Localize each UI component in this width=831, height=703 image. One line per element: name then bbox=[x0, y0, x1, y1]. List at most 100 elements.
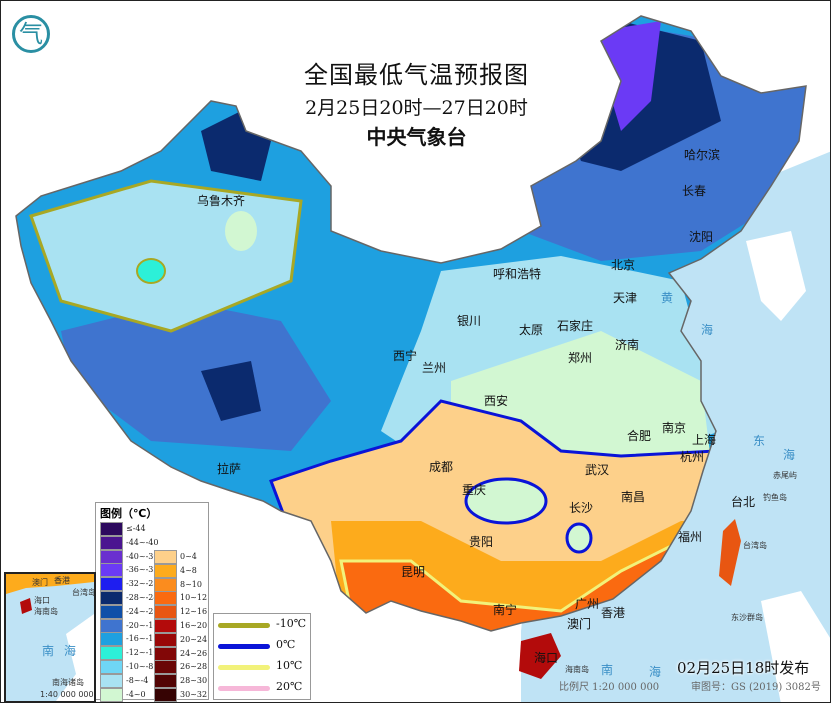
sea-label: 海 bbox=[783, 448, 796, 462]
isoline-legend: -10℃ 0℃ 10℃ 20℃ bbox=[213, 613, 311, 700]
legend-label: ≤-44 bbox=[126, 524, 146, 533]
legend-label: -28~-24 bbox=[126, 593, 159, 602]
legend-label: -16~-12 bbox=[126, 634, 159, 644]
city-label: 海口 bbox=[534, 651, 559, 665]
inset-label: 南海诸岛 bbox=[52, 678, 84, 687]
city-label: 郑州 bbox=[568, 351, 593, 365]
legend-label: -4~0 bbox=[126, 689, 146, 699]
legend-label: 10~12 bbox=[180, 593, 208, 603]
isoline-swatch bbox=[218, 644, 270, 649]
city-label: 南京 bbox=[662, 421, 687, 435]
legend-label: -8~-4 bbox=[126, 675, 149, 685]
isoline-label: 20℃ bbox=[276, 680, 303, 693]
city-label: 兰州 bbox=[422, 361, 447, 375]
isoline-label: 0℃ bbox=[276, 638, 296, 651]
map-review-number: 审图号：GS (2019) 3082号 bbox=[691, 682, 821, 693]
city-label: 澳门 bbox=[567, 617, 592, 631]
legend-swatch bbox=[154, 550, 177, 564]
inset-label: 澳门 bbox=[32, 578, 48, 587]
island-label: 钓鱼岛 bbox=[763, 493, 787, 502]
south-china-sea-inset: 澳门 香港 台湾岛 海口 海南岛南海南海诸岛 1:40 000 000 bbox=[4, 572, 96, 702]
philippines-landmass bbox=[761, 591, 830, 702]
legend-swatch bbox=[154, 619, 177, 633]
city-label: 太原 bbox=[519, 323, 544, 337]
city-label: 上海 bbox=[692, 433, 717, 447]
city-label: 呼和浩特 bbox=[493, 267, 542, 281]
legend-swatch bbox=[100, 563, 123, 578]
legend-label: -20~-16 bbox=[126, 620, 159, 630]
cma-logo-icon: 气 bbox=[12, 15, 50, 53]
isoline-label: -10℃ bbox=[276, 617, 307, 630]
legend-label: 30~32 bbox=[180, 690, 208, 699]
color-legend: 图例（℃） ≤-44 -44~-40 -40~-36 -36~-32 -32~-28 -2… bbox=[95, 502, 209, 702]
isoline-swatch bbox=[218, 623, 270, 628]
island-label: 东沙群岛 bbox=[731, 613, 763, 622]
legend-label: 12~16 bbox=[180, 607, 208, 617]
city-label: 武汉 bbox=[585, 463, 610, 477]
legend-label: -24~-20 bbox=[126, 606, 159, 616]
city-label: 重庆 bbox=[462, 483, 487, 497]
legend-swatch bbox=[100, 687, 123, 702]
legend-label: 24~26 bbox=[180, 648, 208, 658]
city-label: 昆明 bbox=[401, 565, 426, 579]
legend-swatch bbox=[100, 591, 123, 605]
city-label: 成都 bbox=[429, 460, 454, 474]
legend-label: -44~-40 bbox=[126, 537, 159, 547]
forecast-period: 2月25日20时—27日20时 bbox=[305, 97, 528, 119]
city-label: 台北 bbox=[731, 495, 756, 509]
isoline-swatch bbox=[218, 665, 270, 670]
city-label: 天津 bbox=[613, 291, 638, 305]
publish-time: 02月25日18时发布 bbox=[677, 659, 810, 677]
city-label: 石家庄 bbox=[557, 319, 594, 333]
legend-label: 0~4 bbox=[180, 552, 197, 561]
inset-label: 海南岛 bbox=[34, 607, 58, 616]
legend-swatch bbox=[100, 577, 123, 592]
city-label: 香港 bbox=[601, 606, 626, 620]
city-label: 长沙 bbox=[569, 501, 594, 515]
issuer: 中央气象台 bbox=[366, 125, 467, 149]
city-label: 乌鲁木齐 bbox=[197, 194, 246, 208]
inset-label: 台湾岛 bbox=[72, 588, 96, 597]
legend-swatch bbox=[154, 605, 177, 620]
legend-label: -32~-28 bbox=[126, 579, 159, 589]
inset-label: 1:40 000 000 bbox=[40, 690, 94, 699]
inset-label: 海口 bbox=[34, 596, 50, 605]
city-label: 北京 bbox=[611, 258, 636, 272]
map-title: 全国最低气温预报图 bbox=[304, 61, 529, 89]
city-label: 杭州 bbox=[680, 450, 705, 464]
legend-label: -10~-8 bbox=[126, 662, 154, 671]
inset-label: 南 bbox=[42, 644, 55, 658]
legend-swatch bbox=[154, 591, 177, 606]
legend-swatch bbox=[154, 646, 177, 661]
island-label: 台湾岛 bbox=[743, 541, 767, 550]
isoline-label: 10℃ bbox=[276, 659, 303, 672]
sea-label: 黄 bbox=[661, 291, 674, 305]
city-label: 贵阳 bbox=[469, 535, 494, 549]
legend-title: 图例（℃） bbox=[100, 507, 158, 520]
city-label: 长春 bbox=[682, 184, 707, 198]
legend-swatch bbox=[154, 674, 177, 689]
korea-landmass bbox=[746, 231, 806, 321]
legend-swatch bbox=[154, 563, 177, 578]
legend-swatch bbox=[100, 646, 123, 661]
city-label: 广州 bbox=[575, 597, 600, 611]
city-label: 济南 bbox=[615, 338, 640, 352]
sea-label: 东 bbox=[753, 434, 766, 448]
legend-swatch bbox=[154, 688, 177, 702]
legend-swatch bbox=[100, 549, 123, 564]
city-label: 沈阳 bbox=[689, 230, 714, 244]
city-label: 西安 bbox=[484, 394, 509, 408]
legend-swatch bbox=[100, 632, 123, 647]
city-label: 银川 bbox=[457, 314, 482, 328]
legend-label: 20~24 bbox=[180, 634, 208, 644]
city-label: 拉萨 bbox=[217, 462, 242, 476]
city-label: 南昌 bbox=[621, 490, 646, 504]
sea-label: 海 bbox=[649, 665, 662, 679]
inset-label: 海 bbox=[64, 644, 77, 658]
legend-swatch bbox=[100, 673, 123, 688]
legend-label: -40~-36 bbox=[126, 551, 159, 561]
taiwan-island bbox=[719, 519, 741, 586]
legend-label: 16~20 bbox=[180, 621, 208, 630]
